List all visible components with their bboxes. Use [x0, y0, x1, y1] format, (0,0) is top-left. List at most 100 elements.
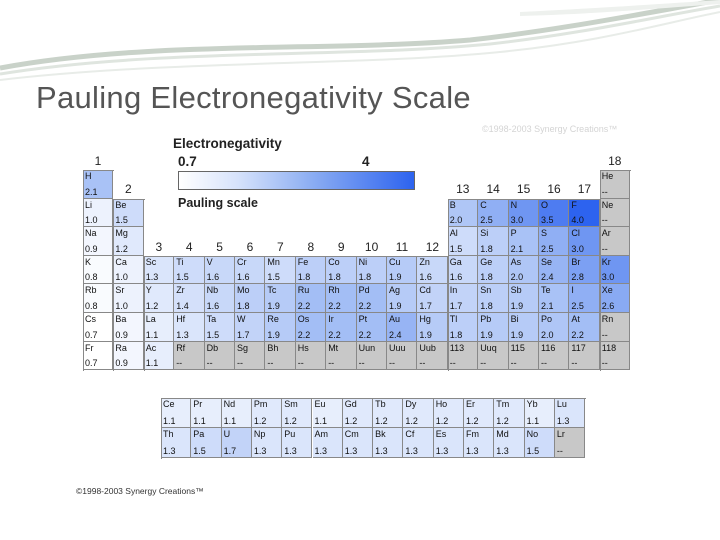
element-cell-ga: Ga 1.6: [447, 255, 479, 285]
element-cell-ca: Ca 1.0: [113, 255, 144, 285]
element-symbol: I: [571, 285, 574, 296]
element-cell-w: W 1.7: [235, 313, 266, 342]
element-electronegativity: 2.0: [510, 272, 524, 283]
element-symbol: Uuq: [480, 342, 497, 353]
element-electronegativity: --: [510, 358, 517, 369]
element-symbol: K: [85, 256, 92, 267]
element-cell-pd: Pd 2.2: [356, 284, 387, 313]
element-symbol: Ne: [601, 199, 614, 210]
element-electronegativity: --: [601, 329, 608, 340]
element-electronegativity: 1.8: [297, 272, 311, 283]
element-electronegativity: --: [601, 358, 608, 369]
element-electronegativity: 1.8: [480, 300, 493, 311]
group-number-7: 7: [277, 240, 284, 254]
element-symbol: C: [480, 199, 487, 210]
element-electronegativity: 1.0: [115, 300, 128, 311]
element-symbol: H: [85, 171, 92, 181]
element-electronegativity: 1.8: [358, 272, 372, 283]
element-cell-yb: Yb 1.1: [524, 398, 555, 428]
element-electronegativity: 1.7: [223, 446, 237, 456]
grid-frame: [83, 170, 115, 372]
element-cell-cu: Cu 1.9: [387, 255, 418, 285]
element-electronegativity: 1.2: [284, 416, 297, 426]
element-symbol: Md: [496, 429, 509, 439]
element-symbol: Lr: [556, 429, 565, 439]
element-cell-sm: Sm 1.2: [282, 398, 313, 428]
element-symbol: Ti: [176, 256, 184, 267]
element-cell-ta: Ta 1.5: [204, 313, 235, 342]
element-electronegativity: 1.3: [314, 446, 328, 456]
element-cell-la: La 1.1: [143, 313, 175, 342]
element-cell-cr: Cr 1.6: [235, 255, 266, 285]
element-cell-v: V 1.6: [204, 255, 235, 285]
element-symbol: Yb: [526, 399, 538, 409]
group-number-1: 1: [94, 154, 102, 168]
element-electronegativity: 1.2: [145, 300, 159, 311]
element-symbol: Nb: [206, 285, 219, 296]
group-number-18: 18: [608, 154, 622, 168]
element-symbol: Cu: [389, 256, 401, 267]
element-cell-as: As 2.0: [508, 255, 539, 285]
element-symbol: Sr: [115, 285, 125, 296]
element-electronegativity: 1.7: [419, 300, 432, 311]
element-electronegativity: 1.1: [193, 416, 206, 426]
element-cell-113: 113 --: [447, 341, 479, 371]
element-cell-fm: Fm 1.3: [464, 428, 495, 458]
element-symbol: Ho: [435, 399, 448, 409]
element-cell-uuu: Uuu --: [387, 341, 418, 371]
element-symbol: Cr: [237, 256, 247, 267]
element-symbol: Ni: [358, 256, 368, 267]
element-cell-xe: Xe 2.6: [599, 284, 631, 313]
grid-frame: [143, 255, 449, 372]
element-electronegativity: 1.3: [163, 446, 176, 456]
element-electronegativity: 3.0: [601, 272, 615, 283]
element-cell-tm: Tm 1.2: [494, 398, 525, 428]
element-electronegativity: 1.2: [466, 416, 479, 426]
group-number-15: 15: [516, 182, 531, 196]
element-electronegativity: --: [389, 358, 395, 369]
group-number-13: 13: [456, 182, 470, 196]
element-cell-ru: Ru 2.2: [295, 284, 327, 313]
element-cell-au: Au 2.4: [387, 313, 418, 342]
element-electronegativity: --: [358, 358, 365, 369]
element-symbol: 117: [571, 342, 586, 353]
element-cell-ce: Ce 1.1: [161, 398, 192, 428]
element-symbol: P: [510, 228, 517, 239]
element-electronegativity: 2.2: [358, 300, 372, 311]
element-cell-cs: Cs 0.7: [83, 313, 114, 342]
element-cell-db: Db --: [204, 341, 235, 371]
element-electronegativity: 1.7: [237, 329, 250, 340]
element-symbol: As: [510, 256, 522, 267]
element-symbol: Pt: [358, 314, 368, 324]
element-electronegativity: 2.1: [85, 186, 98, 197]
element-symbol: Gd: [344, 399, 357, 409]
element-cell-te: Te 2.1: [539, 284, 570, 313]
element-electronegativity: 1.5: [526, 446, 540, 456]
element-electronegativity: 2.0: [449, 215, 463, 226]
element-cell-nb: Nb 1.6: [204, 284, 235, 313]
element-cell-ir: Ir 2.2: [326, 313, 357, 342]
element-symbol: Ru: [297, 285, 310, 296]
element-symbol: N: [510, 199, 518, 210]
element-symbol: Rf: [176, 342, 186, 353]
element-symbol: Co: [328, 256, 340, 267]
element-cell-mg: Mg 1.2: [113, 227, 144, 256]
element-electronegativity: 0.7: [85, 329, 98, 340]
element-electronegativity: 2.4: [389, 329, 402, 340]
decorative-swoosh: [0, 0, 720, 81]
element-electronegativity: --: [601, 243, 608, 254]
element-symbol: Na: [85, 228, 97, 239]
element-symbol: V: [206, 256, 213, 267]
element-symbol: F: [571, 199, 577, 210]
element-symbol: Cl: [571, 228, 580, 239]
element-electronegativity: 1.3: [405, 446, 418, 456]
element-symbol: Sc: [145, 256, 157, 267]
element-electronegativity: 2.1: [541, 300, 554, 311]
element-electronegativity: --: [571, 358, 578, 369]
element-symbol: Eu: [314, 399, 326, 409]
element-electronegativity: 1.2: [375, 416, 388, 426]
element-cell-es: Es 1.3: [433, 428, 464, 458]
element-symbol: Sn: [480, 285, 492, 296]
element-symbol: Be: [115, 199, 127, 210]
element-symbol: S: [541, 228, 548, 239]
